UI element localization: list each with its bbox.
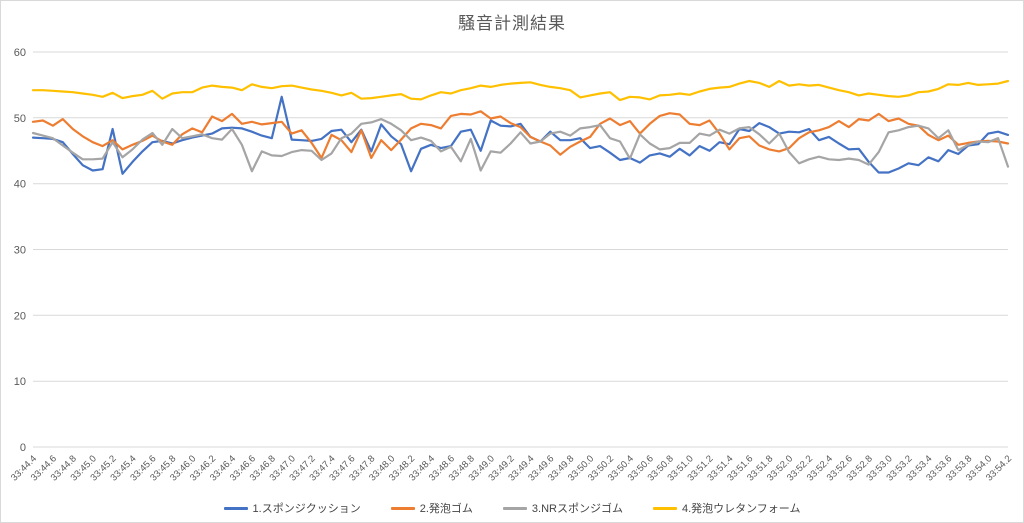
legend-label: 4.発泡ウレタンフォーム (681, 503, 801, 515)
legend-label: 2.発泡ゴム (419, 503, 473, 515)
legend-line-swatch (390, 506, 415, 510)
y-axis-tick-label: 0 (20, 442, 26, 454)
legend-item-3: 3.NRスポンジゴム (502, 500, 623, 516)
series-line-3 (31, 117, 1010, 173)
legend-item-4: 4.発泡ウレタンフォーム (652, 500, 801, 516)
chart-plot-area: 010203040506033:44.433:44.633:44.833:45.… (9, 47, 1014, 484)
y-axis-tick-label: 30 (14, 245, 26, 257)
legend-line-swatch (652, 506, 677, 510)
legend-line-swatch (502, 506, 527, 510)
series-line-2 (31, 110, 1010, 160)
legend-item-2: 2.発泡ゴム (390, 500, 473, 516)
chart-title: 騒音計測結果 (458, 14, 566, 33)
chart-legend: 1.スポンジクッション 2.発泡ゴム 3.NRスポンジゴム 4.発泡ウレタンフォーム (1, 500, 1023, 516)
legend-label: 3.NRスポンジゴム (531, 503, 623, 515)
y-axis-tick-label: 40 (14, 179, 26, 191)
y-axis-tick-label: 10 (14, 376, 26, 388)
series-line-1 (31, 95, 1010, 175)
legend-line-swatch (223, 506, 248, 510)
legend-label: 1.スポンジクッション (252, 503, 361, 515)
legend-item-1: 1.スポンジクッション (223, 500, 361, 516)
y-axis-tick-label: 50 (14, 113, 26, 125)
series-line-4 (31, 79, 1010, 102)
y-axis-tick-label: 20 (14, 310, 26, 322)
y-axis-tick-label: 60 (14, 47, 26, 59)
